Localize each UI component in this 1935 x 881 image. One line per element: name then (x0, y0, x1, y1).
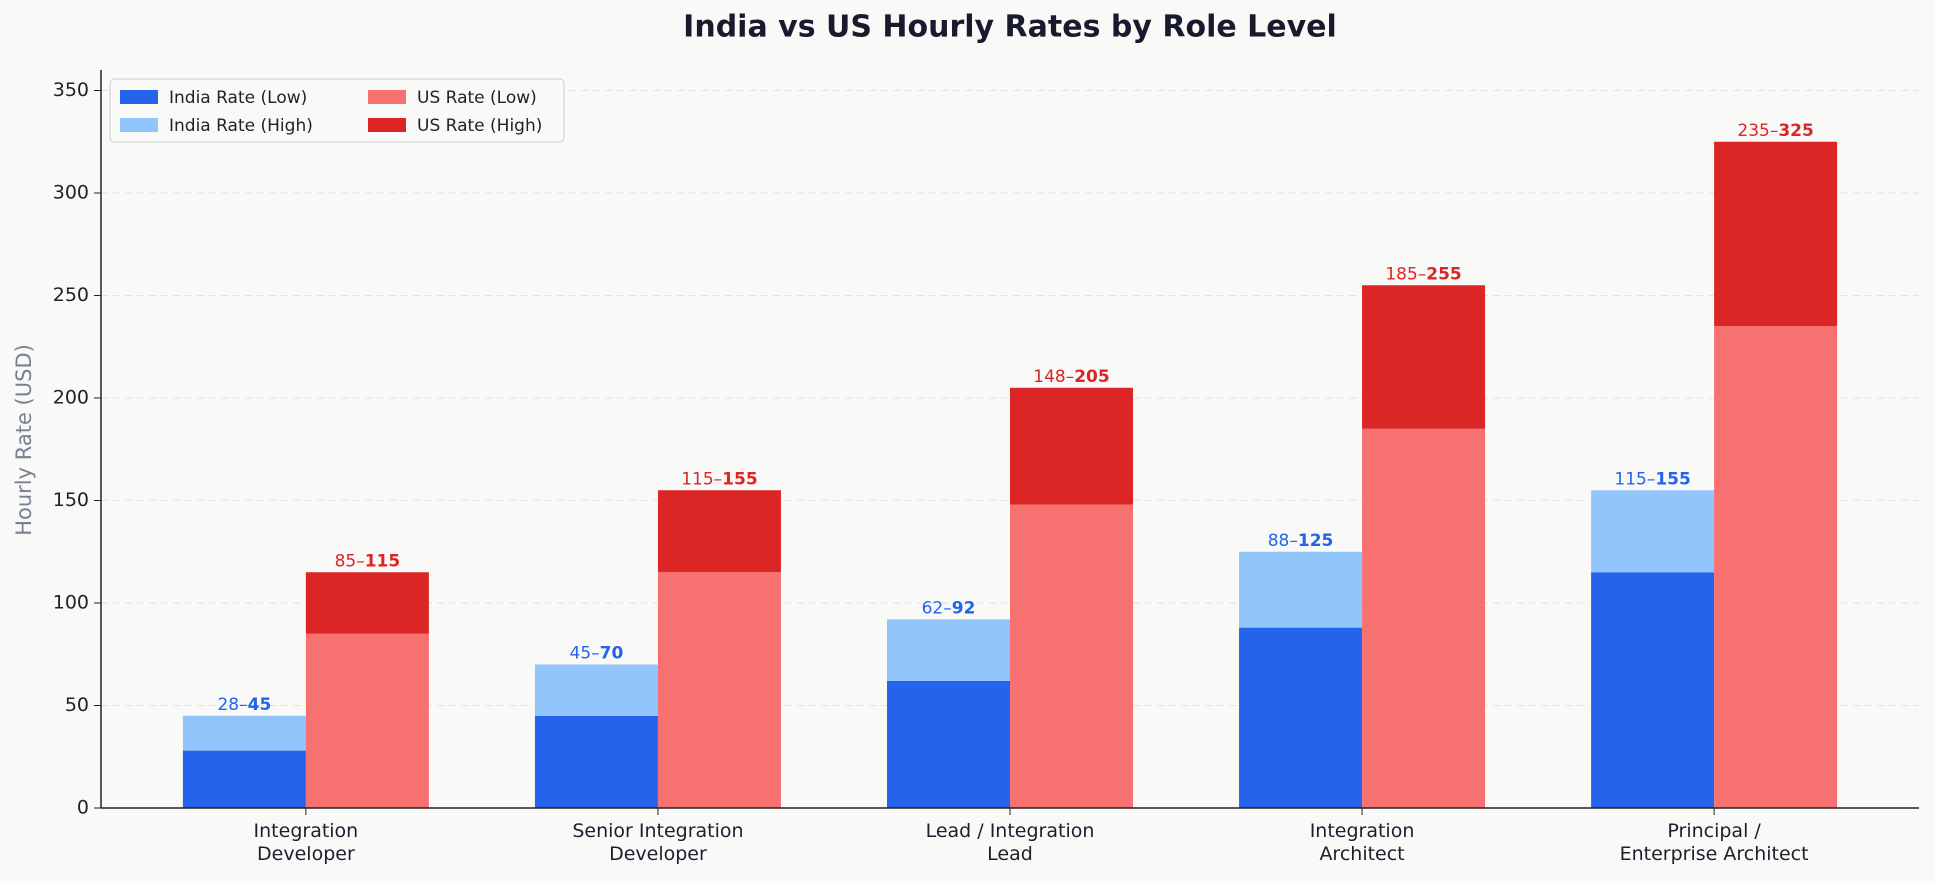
y-tick-label: 200 (53, 387, 89, 409)
value-label-separator: – (356, 551, 365, 571)
value-label-high: 125 (1298, 531, 1334, 551)
value-label-high: 115 (365, 551, 401, 571)
bar-low (1239, 627, 1363, 808)
value-label-low: 88 (1268, 531, 1290, 551)
bar-high (1714, 141, 1838, 327)
x-tick-label: Lead / Integration Lead (925, 820, 1095, 865)
x-tick-label: Integration Architect (1309, 820, 1415, 865)
value-label-separator: – (239, 695, 248, 715)
value-label-low: 115 (681, 469, 713, 489)
legend-swatch (120, 118, 158, 132)
legend-swatch (120, 90, 158, 104)
value-label-separator: – (1418, 264, 1427, 284)
value-label: 45–70 (570, 644, 624, 664)
bar-low (534, 715, 658, 808)
value-label-high: 325 (1778, 121, 1814, 141)
bar-low (1714, 326, 1838, 808)
y-tick-label: 350 (53, 79, 89, 101)
bar-high (1239, 551, 1363, 628)
value-label-separator: – (1647, 469, 1656, 489)
legend-box (109, 78, 565, 143)
legend-label: India Rate (Low) (169, 88, 307, 108)
bar-low (887, 680, 1010, 808)
value-label-high: 155 (1655, 469, 1691, 489)
value-label-separator: – (943, 598, 952, 618)
value-label-separator: – (1066, 367, 1075, 387)
bar-high (182, 715, 306, 751)
value-label: 235–325 (1737, 121, 1813, 141)
value-label-low: 185 (1385, 264, 1417, 284)
value-label: 115–155 (1614, 469, 1690, 489)
bar-high (1010, 387, 1133, 505)
value-label-low: 28 (217, 695, 239, 715)
bar-low (182, 750, 306, 808)
value-label-high: 205 (1074, 367, 1110, 387)
bar-low (1591, 572, 1715, 808)
value-label-high: 255 (1426, 264, 1462, 284)
legend-swatch (368, 118, 406, 132)
value-label-separator: – (1770, 121, 1779, 141)
bar-high (534, 664, 658, 716)
bar-low (657, 572, 781, 808)
value-label: 62–92 (922, 598, 976, 618)
bar-high (887, 619, 1010, 681)
bar-high (1591, 490, 1715, 573)
value-label-high: 45 (248, 695, 272, 715)
value-label-low: 235 (1737, 121, 1769, 141)
bar-low (1010, 504, 1133, 808)
x-tick-label: Integration Developer (253, 820, 359, 865)
x-tick-label: Principal / Enterprise Architect (1619, 820, 1809, 865)
bar-high (1362, 285, 1486, 429)
bar-low (1362, 428, 1486, 808)
value-label: 85–115 (335, 551, 401, 571)
value-label: 115–155 (681, 469, 757, 489)
value-label-low: 62 (922, 598, 944, 618)
value-label-separator: – (1289, 531, 1298, 551)
legend-swatch (368, 90, 406, 104)
y-tick-label: 100 (53, 592, 89, 614)
value-label-high: 155 (722, 469, 758, 489)
y-tick-label: 50 (65, 694, 89, 716)
y-tick-label: 250 (53, 284, 89, 306)
value-label-high: 70 (600, 644, 624, 664)
chart-title: India vs US Hourly Rates by Role Level (683, 10, 1337, 45)
value-label-low: 45 (570, 644, 592, 664)
x-tick-label: Senior Integration Developer (572, 820, 744, 865)
legend-label: US Rate (High) (417, 116, 542, 136)
value-label: 88–125 (1268, 531, 1334, 551)
value-label-separator: – (714, 469, 723, 489)
value-label: 148–205 (1033, 367, 1109, 387)
value-label-separator: – (591, 644, 600, 664)
bar-low (305, 633, 429, 808)
value-label: 185–255 (1385, 264, 1461, 284)
legend-label: US Rate (Low) (417, 88, 537, 108)
legend-label: India Rate (High) (169, 116, 313, 136)
value-label-low: 85 (335, 551, 357, 571)
value-label-low: 115 (1614, 469, 1646, 489)
value-label-low: 148 (1033, 367, 1065, 387)
value-label-high: 92 (952, 598, 976, 618)
y-tick-label: 150 (53, 489, 89, 511)
y-tick-label: 300 (53, 182, 89, 204)
y-axis-label: Hourly Rate (USD) (12, 344, 36, 536)
bar-high (305, 572, 429, 634)
value-label: 28–45 (217, 695, 271, 715)
y-tick-label: 0 (77, 797, 89, 819)
bar-high (657, 490, 781, 573)
